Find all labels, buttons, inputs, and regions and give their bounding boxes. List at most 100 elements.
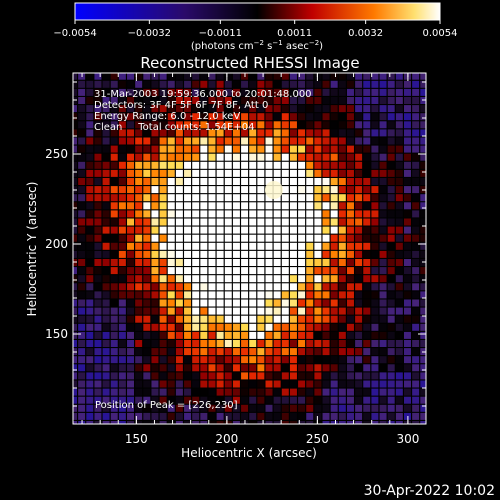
heatmap-cell xyxy=(289,137,297,145)
heatmap-cell xyxy=(281,88,289,96)
heatmap-cell xyxy=(102,348,110,356)
heatmap-cell xyxy=(216,226,224,234)
heatmap-cell xyxy=(200,169,208,177)
heatmap-cell xyxy=(73,210,77,218)
heatmap-cell xyxy=(167,97,175,104)
heatmap-cell xyxy=(151,169,159,177)
heatmap-cell xyxy=(314,153,322,161)
heatmap-cell xyxy=(330,97,338,104)
heatmap-cell xyxy=(298,202,306,210)
heatmap-cell xyxy=(273,340,281,347)
y-tick-label: 150 xyxy=(45,327,68,341)
colorbar-tick-label: 0.0011 xyxy=(277,28,312,39)
heatmap-cell xyxy=(94,218,102,226)
heatmap-cell xyxy=(175,234,183,242)
heatmap-cell xyxy=(78,169,86,177)
heatmap-cell xyxy=(257,186,265,194)
heatmap-cell xyxy=(167,299,175,307)
heatmap-cell xyxy=(102,388,110,396)
heatmap-cell xyxy=(184,137,192,145)
heatmap-cell xyxy=(192,161,200,169)
heatmap-cell xyxy=(257,178,265,185)
heatmap-cell xyxy=(102,380,110,388)
heatmap-cell xyxy=(110,88,118,96)
heatmap-cell xyxy=(135,412,143,420)
heatmap-cell xyxy=(314,234,322,242)
heatmap-cell xyxy=(135,88,143,96)
heatmap-cell xyxy=(412,169,420,177)
heatmap-cell xyxy=(403,291,411,299)
heatmap-cell xyxy=(86,250,94,258)
heatmap-cell xyxy=(86,65,93,72)
heatmap-cell xyxy=(338,388,346,396)
heatmap-cell xyxy=(363,121,371,129)
heatmap-cell xyxy=(73,315,77,323)
heatmap-cell xyxy=(241,315,249,323)
heatmap-cell xyxy=(322,315,330,323)
heatmap-cell xyxy=(420,404,426,412)
heatmap-cell xyxy=(403,259,411,266)
heatmap-cell xyxy=(249,153,257,161)
heatmap-cell xyxy=(94,380,102,388)
heatmap-cell xyxy=(241,210,249,218)
heatmap-cell xyxy=(159,88,167,96)
heatmap-cell xyxy=(403,80,411,88)
heatmap-cell xyxy=(428,283,435,290)
heatmap-cell xyxy=(265,388,273,396)
heatmap-cell xyxy=(143,356,151,364)
heatmap-cell xyxy=(355,129,363,137)
heatmap-cell xyxy=(241,161,249,169)
heatmap-cell xyxy=(298,226,306,234)
peak-emission xyxy=(264,181,283,199)
heatmap-cell xyxy=(143,218,151,226)
heatmap-cell xyxy=(135,121,143,129)
heatmap-cell xyxy=(281,186,289,194)
heatmap-cell xyxy=(102,299,110,307)
heatmap-cell xyxy=(216,153,224,161)
x-tick-label: 200 xyxy=(215,432,238,446)
heatmap-cell xyxy=(118,323,126,331)
heatmap-cell xyxy=(127,299,135,307)
heatmap-cell xyxy=(314,242,322,250)
heatmap-cell xyxy=(355,323,363,331)
heatmap-cell xyxy=(224,113,232,121)
heatmap-cell xyxy=(94,73,102,80)
heatmap-cell xyxy=(428,146,435,153)
heatmap-cell xyxy=(167,153,175,161)
heatmap-cell xyxy=(127,88,135,96)
heatmap-cell xyxy=(94,372,102,380)
heatmap-cell xyxy=(403,153,411,161)
heatmap-cell xyxy=(314,388,322,396)
heatmap-cell xyxy=(135,169,143,177)
heatmap-cell xyxy=(118,218,126,226)
heatmap-cell xyxy=(338,161,346,169)
heatmap-cell xyxy=(281,113,289,121)
heatmap-cell xyxy=(208,97,216,104)
heatmap-cell xyxy=(306,226,314,234)
heatmap-cell xyxy=(102,161,110,169)
heatmap-cell xyxy=(241,137,249,145)
heatmap-cell xyxy=(412,275,420,283)
heatmap-cell xyxy=(346,121,354,129)
heatmap-cell xyxy=(338,129,346,137)
heatmap-cell xyxy=(322,234,330,242)
heatmap-cell xyxy=(200,412,208,420)
heatmap-cell xyxy=(379,372,387,380)
heatmap-cell xyxy=(273,348,281,356)
heatmap-cell xyxy=(371,340,379,347)
heatmap-cell xyxy=(86,202,94,210)
heatmap-cell xyxy=(330,356,338,364)
heatmap-cell xyxy=(403,323,411,331)
heatmap-cell xyxy=(289,259,297,266)
heatmap-cell xyxy=(118,356,126,364)
heatmap-cell xyxy=(265,210,273,218)
heatmap-cell xyxy=(159,404,167,412)
heatmap-cell xyxy=(265,259,273,266)
heatmap-cell xyxy=(232,340,240,347)
heatmap-cell xyxy=(143,283,151,291)
heatmap-cell xyxy=(371,283,379,291)
heatmap-cell xyxy=(78,404,86,412)
heatmap-cell xyxy=(159,242,167,250)
heatmap-cell xyxy=(403,169,411,177)
heatmap-cell xyxy=(428,381,435,388)
